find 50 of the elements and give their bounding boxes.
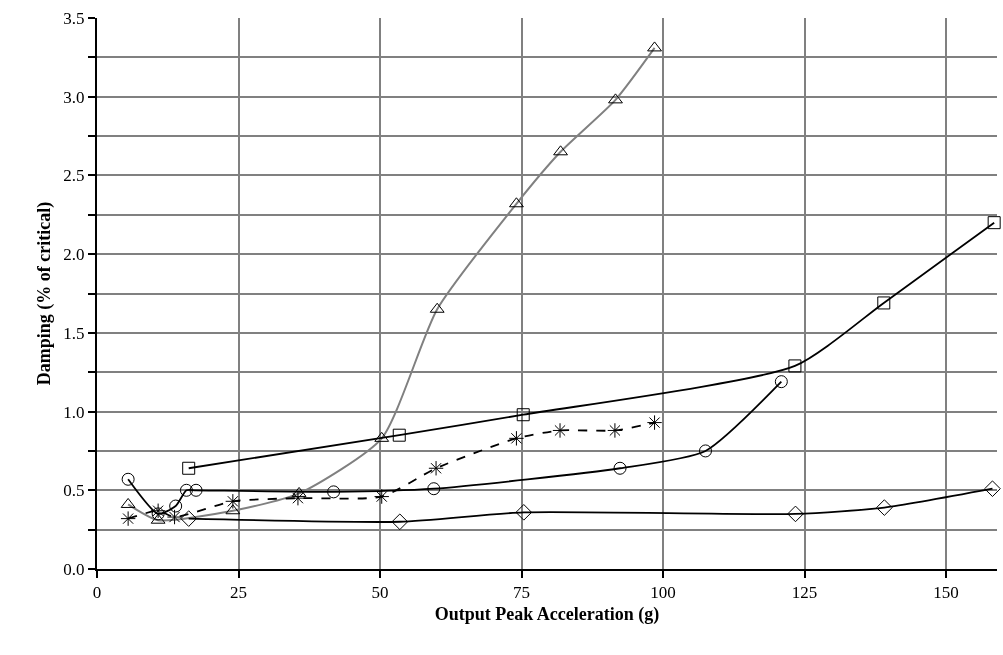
point	[876, 499, 893, 516]
point	[516, 408, 530, 422]
x-tick-label: 150	[933, 583, 959, 603]
x-tick-label: 25	[230, 583, 248, 603]
y-tick-label: 2.5	[63, 166, 85, 186]
point	[508, 430, 525, 447]
point	[391, 513, 409, 531]
y-tick-label: 2.0	[63, 245, 85, 265]
point	[515, 504, 533, 521]
x-tick-label: 50	[371, 583, 389, 603]
point	[787, 505, 804, 523]
point	[169, 499, 183, 513]
point	[182, 461, 196, 475]
y-tick-label: 3.0	[63, 87, 85, 107]
y-tick-label: 1.0	[63, 402, 85, 422]
point	[166, 509, 183, 525]
y-tick-label: 0.0	[63, 559, 85, 579]
point	[552, 422, 568, 439]
point	[121, 472, 135, 486]
point	[788, 359, 802, 373]
y-tick-label: 0.5	[63, 481, 85, 501]
point	[327, 485, 341, 499]
point	[290, 490, 306, 506]
x-axis-title: Output Peak Acceleration (g)	[434, 604, 660, 625]
point	[150, 503, 166, 519]
point	[984, 480, 1001, 498]
point	[607, 422, 623, 439]
point	[180, 510, 197, 527]
point	[120, 510, 136, 527]
y-axis-title: Damping (% of critical)	[34, 201, 56, 386]
point	[392, 428, 406, 442]
x-tick-label: 75	[513, 583, 531, 603]
point	[699, 444, 712, 458]
point	[427, 482, 441, 496]
x-tick-label: 125	[791, 583, 818, 603]
point	[374, 488, 390, 505]
x-tick-label: 100	[650, 583, 676, 603]
y-tick-label: 3.5	[63, 8, 85, 28]
point	[151, 507, 165, 521]
x-tick-label: 0	[92, 583, 102, 603]
point	[225, 493, 241, 510]
point	[428, 460, 444, 476]
point	[179, 483, 193, 497]
point	[774, 375, 788, 389]
point	[613, 461, 627, 475]
y-tick-label: 1.5	[63, 323, 85, 343]
point	[189, 483, 203, 497]
point	[646, 414, 663, 431]
point	[987, 216, 1001, 230]
point	[877, 296, 891, 310]
